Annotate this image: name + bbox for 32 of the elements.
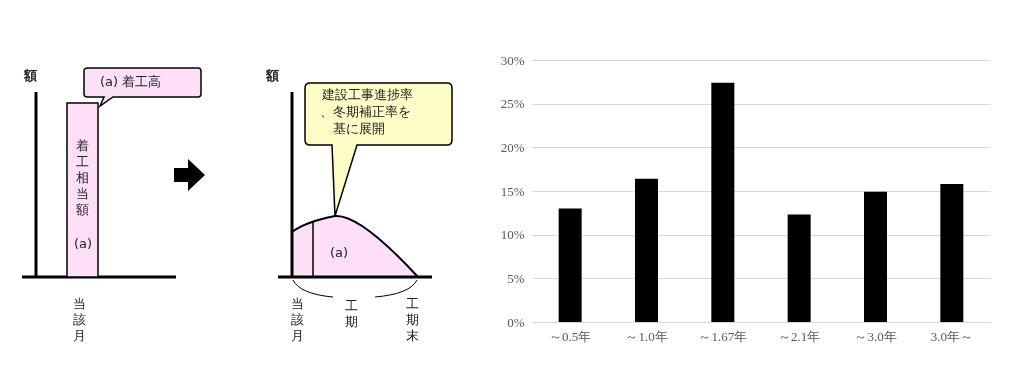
text: 当該月 xyxy=(290,296,304,344)
bar xyxy=(635,178,658,322)
x-tick-label: ～0.5年 xyxy=(549,328,592,344)
text: (a) 着工高 xyxy=(100,74,162,89)
x-tick-label: ～3.0年 xyxy=(854,328,897,344)
text: 建設工事進捗率 xyxy=(322,87,413,102)
y-tick-label: 10% xyxy=(500,227,525,243)
bar xyxy=(558,208,582,322)
bar xyxy=(787,214,811,322)
x-tick-label: ～2.1年 xyxy=(778,328,821,344)
bar xyxy=(711,82,735,322)
text: 額 xyxy=(24,68,37,83)
x-tick-label: 3.0年～ xyxy=(930,328,973,344)
y-tick-label: 20% xyxy=(500,139,525,155)
y-tick-label: 30% xyxy=(500,52,525,68)
text: (a) xyxy=(74,236,93,251)
bar xyxy=(864,191,887,322)
text: 工期 xyxy=(344,298,358,330)
text: (a) xyxy=(330,245,349,260)
text: 基に展開 xyxy=(333,121,385,136)
y-tick-label: 0% xyxy=(507,314,525,330)
bar xyxy=(940,184,964,322)
y-tick-label: 15% xyxy=(500,183,525,199)
x-tick-label: ～1.0年 xyxy=(625,328,668,344)
text: 額 xyxy=(266,68,279,83)
y-tick-label: 5% xyxy=(507,270,525,286)
text: 、冬期補正率を xyxy=(320,104,411,119)
text: 当該月 xyxy=(72,296,86,344)
x-tick-label: ～1.67年 xyxy=(698,328,748,344)
y-tick-label: 25% xyxy=(500,96,525,112)
text: 着工相当額 xyxy=(75,138,89,218)
text: 工期末 xyxy=(405,296,419,344)
